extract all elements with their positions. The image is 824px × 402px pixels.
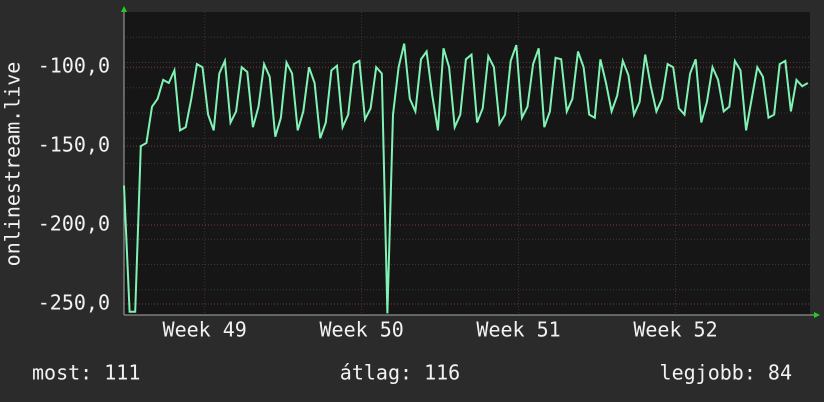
data-line	[123, 43, 809, 314]
footer-average: átlag: 116	[340, 361, 460, 385]
y-tick-label: -250,0	[38, 290, 110, 314]
y-arrow	[121, 6, 127, 12]
x-tick-label: Week 52	[633, 318, 717, 342]
y-axis-label: onlinestream.live	[1, 62, 25, 267]
y-tick-label: -200,0	[38, 212, 110, 236]
x-tick-label: Week 51	[476, 318, 560, 342]
y-tick-label: -150,0	[38, 133, 110, 157]
footer-current: most: 111	[32, 361, 140, 385]
x-tick-label: Week 50	[319, 318, 403, 342]
x-arrow	[814, 312, 820, 318]
x-tick-label: Week 49	[163, 318, 247, 342]
y-tick-label: -100,0	[38, 54, 110, 78]
footer-best: legjobb: 84	[660, 361, 792, 385]
